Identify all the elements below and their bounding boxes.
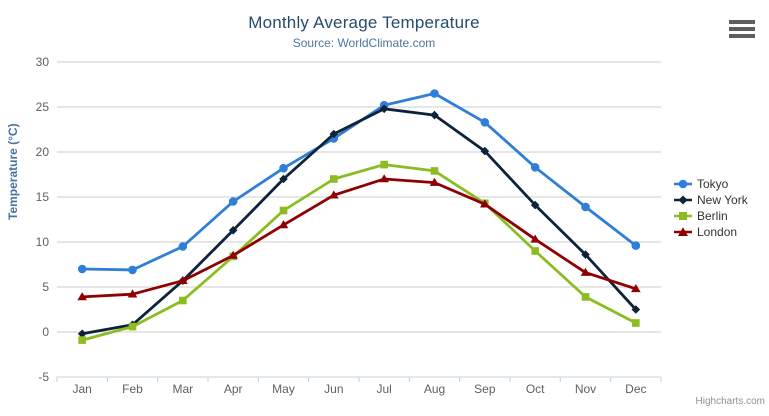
data-point-marker[interactable] (632, 319, 640, 327)
x-axis-label: Oct (526, 382, 545, 396)
data-point-marker[interactable] (329, 190, 339, 199)
chart-title: Monthly Average Temperature (248, 13, 480, 32)
series-line-london[interactable] (80, 177, 638, 299)
data-point-marker[interactable] (430, 167, 439, 175)
x-axis-label: Mar (172, 382, 193, 396)
legend: Tokyo New York Berlin London (674, 176, 748, 240)
hamburger-icon (729, 20, 755, 38)
data-point-marker[interactable] (430, 89, 439, 98)
data-point-marker[interactable] (279, 174, 288, 184)
y-axis-label: 10 (36, 235, 50, 249)
y-axis-label: 5 (42, 280, 49, 294)
data-point-marker[interactable] (78, 336, 86, 344)
legend-item-berlin[interactable]: Berlin (674, 208, 748, 224)
x-axis-label: Feb (122, 382, 143, 396)
data-point-marker[interactable] (480, 199, 490, 208)
data-point-marker[interactable] (530, 200, 540, 210)
data-point-marker[interactable] (77, 329, 87, 339)
data-point-marker[interactable] (380, 160, 388, 169)
data-point-marker[interactable] (530, 163, 540, 172)
data-point-marker[interactable] (480, 118, 490, 127)
data-point-marker[interactable] (430, 110, 439, 120)
x-axis-label: Jan (72, 382, 91, 396)
x-axis-label: Aug (424, 382, 445, 396)
data-point-marker[interactable] (329, 129, 339, 139)
data-point-marker[interactable] (279, 206, 288, 215)
data-point-marker[interactable] (228, 250, 238, 259)
data-point-marker[interactable] (429, 177, 440, 186)
series-line-berlin[interactable] (80, 163, 638, 342)
legend-label: Tokyo (697, 177, 729, 191)
data-point-marker[interactable] (228, 226, 238, 235)
data-point-marker[interactable] (631, 284, 641, 293)
data-point-marker[interactable] (77, 292, 87, 301)
legend-marker-triangle-icon (674, 227, 692, 236)
y-axis-label: 30 (36, 55, 50, 69)
data-point-marker[interactable] (379, 174, 389, 183)
data-point-marker[interactable] (379, 104, 389, 114)
data-point-marker[interactable] (631, 305, 641, 314)
data-point-marker[interactable] (531, 247, 539, 255)
data-point-marker[interactable] (581, 202, 590, 212)
data-point-marker[interactable] (228, 197, 238, 206)
data-point-marker[interactable] (127, 289, 138, 298)
legend-label: London (697, 225, 738, 239)
x-axis-label: Jul (376, 382, 391, 396)
data-point-marker[interactable] (179, 296, 187, 305)
data-point-marker[interactable] (178, 242, 188, 251)
series-line-new-york[interactable] (80, 107, 638, 336)
credits-link[interactable]: Highcharts.com (695, 396, 765, 407)
legend-marker-diamond-icon (674, 195, 692, 205)
y-axis-label: -5 (38, 370, 49, 384)
x-axis-label: Sep (474, 382, 496, 396)
y-axis-title: Temperature (°C) (6, 123, 20, 220)
data-point-marker[interactable] (580, 267, 591, 276)
chart-context-menu-button[interactable] (729, 19, 755, 39)
x-axis-label: Apr (224, 382, 243, 396)
data-point-marker[interactable] (530, 234, 540, 243)
x-axis-label: May (272, 382, 295, 396)
chart-subtitle: Source: WorldClimate.com (292, 36, 436, 50)
y-axis-label: 15 (36, 190, 50, 204)
data-point-marker[interactable] (128, 265, 137, 275)
data-point-marker[interactable] (128, 322, 137, 331)
legend-item-tokyo[interactable]: Tokyo (674, 176, 748, 192)
x-axis-label: Jun (324, 382, 343, 396)
data-point-marker[interactable] (581, 293, 590, 301)
data-point-marker[interactable] (77, 264, 87, 274)
legend-item-new-york[interactable]: New York (674, 192, 748, 208)
legend-label: Berlin (697, 209, 728, 223)
y-axis-label: 0 (42, 325, 49, 339)
legend-marker-square-icon (674, 212, 692, 220)
x-axis-label: Nov (575, 382, 596, 396)
y-axis-label: 25 (36, 100, 50, 114)
legend-label: New York (697, 193, 748, 207)
data-point-marker[interactable] (631, 241, 641, 250)
data-point-marker[interactable] (279, 163, 288, 173)
legend-item-london[interactable]: London (674, 224, 748, 240)
data-point-marker[interactable] (278, 220, 289, 229)
y-axis-label: 20 (36, 145, 50, 159)
data-point-marker[interactable] (330, 175, 338, 183)
x-axis-label: Dec (625, 382, 646, 396)
data-point-marker[interactable] (480, 146, 490, 156)
legend-marker-circle-icon (674, 179, 692, 189)
data-point-marker[interactable] (178, 275, 188, 284)
data-point-marker[interactable] (581, 250, 590, 259)
